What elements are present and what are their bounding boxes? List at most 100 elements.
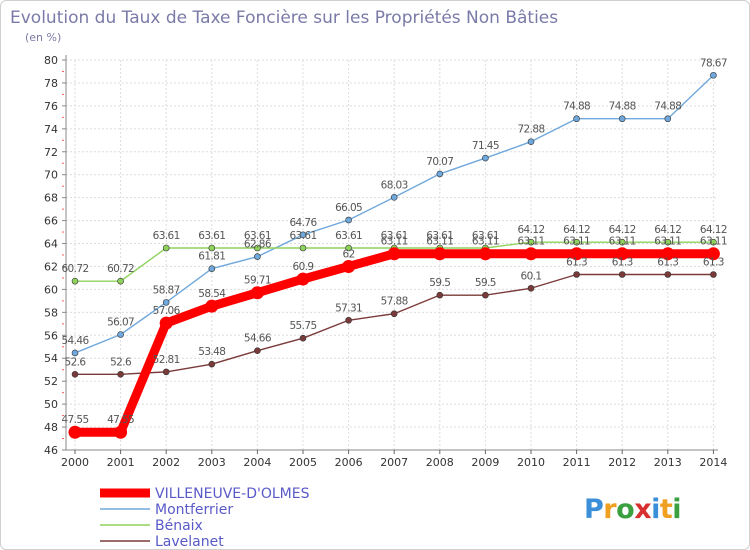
data-label: 63.61 <box>472 230 499 242</box>
data-label: 63.61 <box>381 230 408 242</box>
data-point <box>664 238 672 246</box>
data-label: 62.86 <box>244 239 272 251</box>
logo-letter: i <box>651 494 660 525</box>
legend-label: Lavelanet <box>155 534 224 550</box>
data-label: 74.88 <box>563 101 590 113</box>
data-label: 54.66 <box>244 333 272 345</box>
data-label: 63.11 <box>381 236 408 248</box>
y-tick-label: 50 <box>44 398 58 411</box>
data-label: 60.72 <box>107 263 134 275</box>
data-label: 63.11 <box>654 236 681 248</box>
data-point <box>661 247 675 261</box>
data-label: 52.81 <box>153 354 180 366</box>
data-label: 64.76 <box>289 217 317 229</box>
logo-letter: t <box>660 494 673 525</box>
x-tick-label: 2003 <box>198 456 226 469</box>
x-axis-ticks: 2000 2001 2002 2003 2004 2005 2006 2007 2008 2009… <box>61 450 727 469</box>
data-point <box>345 216 352 224</box>
data-label: 71.45 <box>472 140 499 152</box>
data-label: 66.05 <box>335 202 362 214</box>
data-point <box>570 247 584 261</box>
x-tick-label: 2011 <box>563 456 591 469</box>
data-label: 47.55 <box>107 414 134 426</box>
data-label: 70.07 <box>426 156 453 168</box>
data-point <box>524 247 538 261</box>
data-label: 63.61 <box>244 230 271 242</box>
data-point <box>254 253 261 260</box>
data-label: 52.6 <box>110 356 132 368</box>
data-point <box>664 115 672 123</box>
y-tick-label: 72 <box>44 146 58 159</box>
x-tick-label: 2009 <box>471 456 499 469</box>
data-point <box>345 316 352 324</box>
data-label: 58.87 <box>153 284 180 296</box>
data-label: 64.12 <box>700 224 727 236</box>
x-tick-label: 2001 <box>107 456 135 469</box>
grid-lines <box>66 59 718 451</box>
data-point <box>71 370 79 378</box>
data-point <box>615 247 629 261</box>
data-label: 60.1 <box>521 270 542 282</box>
data-point <box>573 115 580 123</box>
x-tick-label: 2012 <box>608 456 636 469</box>
data-point <box>208 360 216 368</box>
y-tick-label: 74 <box>44 123 58 136</box>
x-tick-label: 2002 <box>152 456 180 469</box>
data-point <box>117 331 124 338</box>
data-point <box>68 425 82 439</box>
y-tick-label: 80 <box>44 54 58 67</box>
y-tick-label: 76 <box>44 100 58 113</box>
y-tick-label: 64 <box>44 238 58 251</box>
y-axis-ticks: 46 48 50 52 54 56 58 60 62 64 66 68 70 72 74 76 78 80 <box>44 54 58 457</box>
data-point <box>254 347 261 354</box>
data-label: 62 <box>343 248 355 260</box>
data-label: 63.61 <box>198 230 225 242</box>
data-point <box>433 247 447 261</box>
legend-label: Montferrier <box>155 502 233 518</box>
data-label: 61.3 <box>703 257 724 269</box>
logo-letter: x <box>634 494 651 525</box>
data-label: 60.9 <box>293 261 314 273</box>
chart-subtitle: (en %) <box>25 31 61 44</box>
x-tick-label: 2014 <box>699 456 727 469</box>
series-layer <box>68 71 720 439</box>
logo-letter: i <box>672 494 681 525</box>
data-point <box>390 194 398 201</box>
data-label: 63.11 <box>517 236 544 248</box>
y-tick-label: 48 <box>44 421 58 434</box>
y-tick-label: 58 <box>44 306 58 319</box>
data-point <box>162 244 170 252</box>
data-labels: 54.46 56.07 58.87 61.81 62.86 64.76 66.05 68.03… <box>61 57 727 426</box>
x-tick-label: 2006 <box>335 456 363 469</box>
data-label: 63.61 <box>335 230 362 242</box>
y-tick-label: 56 <box>44 329 58 342</box>
data-label: 63.11 <box>609 236 636 248</box>
y-tick-label: 62 <box>44 260 58 273</box>
data-point <box>618 271 626 278</box>
data-point <box>117 370 124 378</box>
data-point <box>71 277 79 285</box>
data-point <box>114 425 128 439</box>
chart-title: Evolution du Taux de Taxe Foncière sur l… <box>10 8 558 28</box>
data-label: 78.67 <box>700 57 727 69</box>
y-tick-label: 66 <box>44 215 58 228</box>
data-point <box>482 291 489 299</box>
y-tick-label: 52 <box>44 375 58 388</box>
data-point <box>482 154 489 162</box>
x-tick-label: 2007 <box>380 456 408 469</box>
data-label: 58.54 <box>198 288 226 300</box>
data-label: 55.75 <box>289 320 316 332</box>
data-label: 56.07 <box>107 316 134 328</box>
data-point <box>436 170 444 178</box>
axes <box>62 55 718 451</box>
data-point <box>299 244 307 252</box>
logo-letter: P <box>584 494 603 525</box>
data-point <box>159 316 173 330</box>
data-point <box>664 271 672 278</box>
data-point <box>205 299 219 313</box>
data-label: 63.11 <box>426 236 453 248</box>
data-label: 59.5 <box>475 277 496 289</box>
data-label: 61.3 <box>566 257 587 269</box>
y-tick-label: 46 <box>44 444 58 457</box>
